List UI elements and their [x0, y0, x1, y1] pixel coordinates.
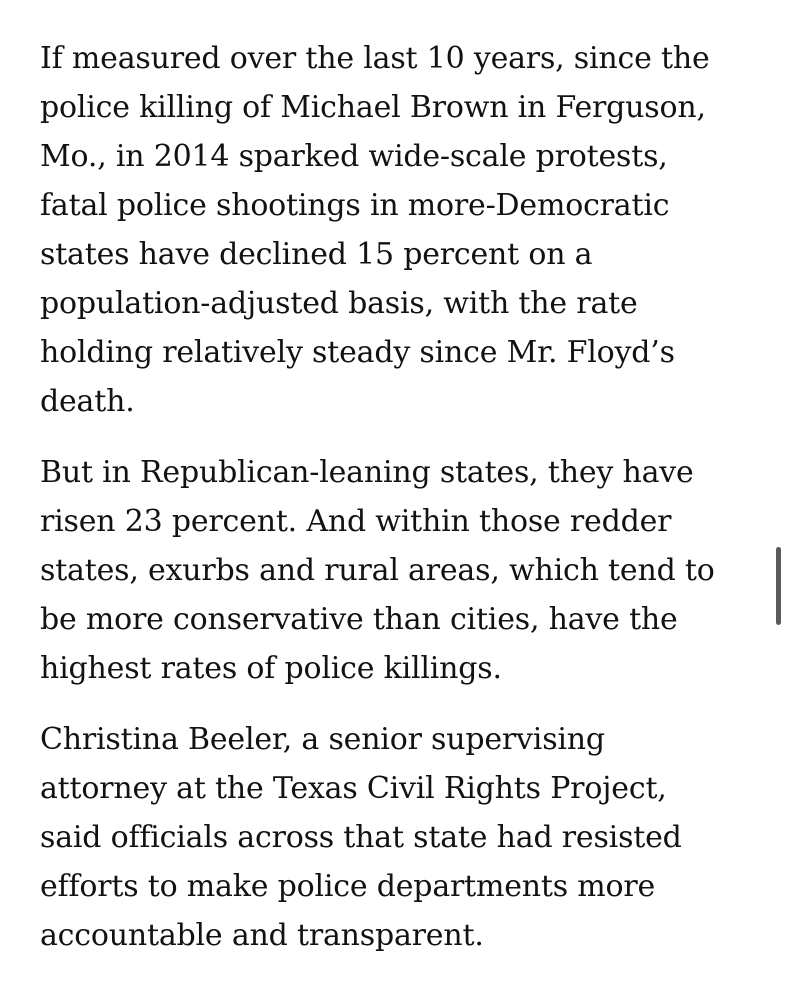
paragraph-line: Christina Beeler, a senior supervising — [40, 722, 605, 757]
paragraph-line: But in Republican-leaning states, they h… — [40, 455, 694, 490]
paragraph-line: fatal police shootings in more-Democrati… — [40, 188, 670, 223]
paragraph-line: Mo., in 2014 sparked wide-scale protests… — [40, 139, 668, 174]
paragraph-line: highest rates of police killings. — [40, 651, 502, 686]
scrollbar-thumb[interactable] — [776, 547, 781, 625]
article-body: If measured over the last 10 years, sinc… — [40, 34, 760, 982]
paragraph-line: efforts to make police departments more — [40, 869, 656, 904]
article-paragraph-1: If measured over the last 10 years, sinc… — [40, 34, 760, 426]
paragraph-line: population-adjusted basis, with the rate — [40, 286, 638, 321]
paragraph-line: police killing of Michael Brown in Fergu… — [40, 90, 706, 125]
paragraph-line: accountable and transparent. — [40, 918, 484, 953]
paragraph-line: attorney at the Texas Civil Rights Proje… — [40, 771, 667, 806]
paragraph-line: said officials across that state had res… — [40, 820, 682, 855]
paragraph-line: risen 23 percent. And within those redde… — [40, 504, 672, 539]
article-paragraph-2: But in Republican-leaning states, they h… — [40, 448, 760, 693]
paragraph-line: death. — [40, 384, 135, 419]
article-paragraph-3: Christina Beeler, a senior supervising a… — [40, 715, 760, 960]
paragraph-line: If measured over the last 10 years, sinc… — [40, 41, 710, 76]
paragraph-line: states, exurbs and rural areas, which te… — [40, 553, 715, 588]
paragraph-line: be more conservative than cities, have t… — [40, 602, 678, 637]
paragraph-line: holding relatively steady since Mr. Floy… — [40, 335, 675, 370]
paragraph-line: states have declined 15 percent on a — [40, 237, 593, 272]
